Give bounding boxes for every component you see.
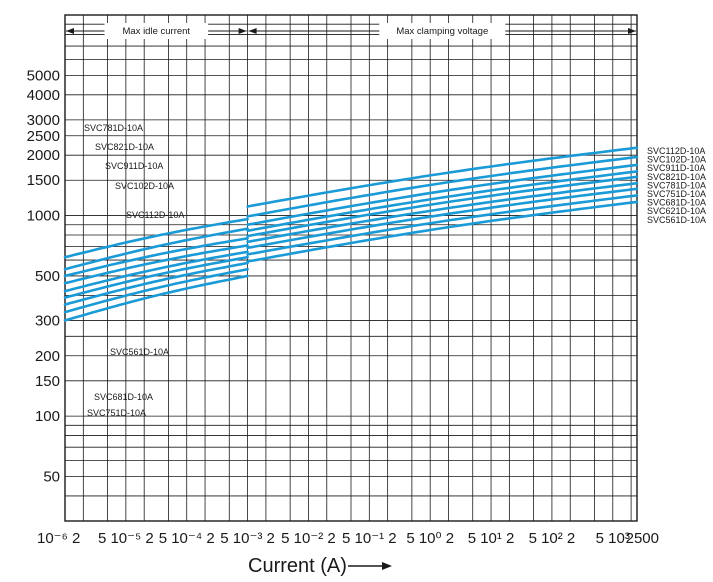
- x-tick-label: 5 10⁻³ 2: [220, 530, 275, 547]
- y-tick-label: 5000: [27, 67, 60, 84]
- y-tick-label: 1000: [27, 208, 60, 225]
- series-line-clamp-svc781d-10a: [246, 175, 639, 238]
- x-tick-labels: 10⁻⁶ 2 5 10⁻⁵ 2 5 10⁻⁴ 2 5 10⁻³ 2 5 10⁻² 2 5 …: [37, 530, 659, 547]
- region-clamp-label: Max clamping voltage: [396, 26, 488, 37]
- annotation-label: SVC561D-10A: [110, 347, 169, 357]
- x-tick-label: 5 10⁻² 2: [281, 530, 336, 547]
- region-idle-arrow-left: [66, 28, 74, 34]
- series-line-idle-svc102d-10a: [63, 227, 249, 271]
- x-tick-label: 5 10⁻¹ 2: [342, 530, 397, 547]
- annotation-label: SVC102D-10A: [115, 181, 174, 191]
- series-line-clamp-svc561d-10a: [246, 200, 639, 263]
- curve-annotations: SVC781D-10A SVC821D-10A SVC911D-10A SVC102D…: [84, 123, 184, 418]
- right-series-label: SVC112D-10A: [647, 146, 705, 156]
- region-headers: Max idle current Max clamping voltage: [66, 23, 636, 39]
- series-line-idle-svc621d-10a: [63, 267, 249, 314]
- right-side-labels: SVC112D-10ASVC102D-10ASVC911D-10ASVC821D…: [647, 146, 706, 225]
- y-tick-label: 500: [35, 268, 60, 285]
- y-tick-label: 2500: [27, 128, 60, 145]
- grid-lines: [64, 14, 637, 522]
- y-tick-label: 3000: [27, 112, 60, 129]
- right-series-label: SVC751D-10A: [647, 189, 706, 199]
- region-clamp-arrow-left: [248, 28, 257, 34]
- series-line-idle-svc112d-10a: [63, 217, 249, 259]
- series-line-clamp-svc911d-10a: [246, 163, 639, 226]
- x-tick-label: 5 10¹ 2: [468, 530, 515, 547]
- y-tick-label: 4000: [27, 87, 60, 104]
- right-series-label: SVC681D-10A: [647, 198, 706, 208]
- y-tick-label: 150: [35, 373, 60, 390]
- region-idle-label-bg: [104, 23, 209, 39]
- annotation-label: SVC681D-10A: [94, 392, 153, 402]
- series-line-clamp-svc112d-10a: [246, 146, 639, 208]
- series-line-idle-svc561d-10a: [63, 274, 249, 322]
- right-series-label: SVC821D-10A: [647, 172, 706, 182]
- series-lines: [63, 146, 639, 322]
- x-axis-label: Current (A): [248, 555, 347, 577]
- y-tick-label: 100: [35, 408, 60, 425]
- y-tick-label: 300: [35, 312, 60, 329]
- y-tick-label: 200: [35, 348, 60, 365]
- series-line-clamp-svc681d-10a: [246, 187, 639, 250]
- series-line-clamp-svc821d-10a: [246, 170, 639, 233]
- x-axis-title: Current (A): [248, 555, 392, 577]
- x-tick-label: 5 10² 2: [529, 530, 576, 547]
- series-line-idle-svc821d-10a: [63, 244, 249, 285]
- series-line-clamp-svc621d-10a: [246, 194, 639, 256]
- region-idle-label: Max idle current: [122, 26, 190, 37]
- right-series-label: SVC911D-10A: [647, 163, 705, 173]
- annotation-label: SVC112D-10A: [126, 210, 184, 220]
- region-clamp-label-bg: [379, 23, 506, 39]
- annotation-label: SVC911D-10A: [105, 161, 163, 171]
- x-axis-arrow-head: [382, 562, 392, 570]
- right-series-label: SVC781D-10A: [647, 180, 706, 190]
- right-series-label: SVC561D-10A: [647, 215, 706, 225]
- series-line-idle-svc781d-10a: [63, 250, 249, 293]
- annotation-label: SVC751D-10A: [87, 408, 146, 418]
- annotation-label: SVC781D-10A: [84, 123, 143, 133]
- y-tick-label: 50: [43, 469, 60, 486]
- right-series-label: SVC621D-10A: [647, 206, 706, 216]
- y-tick-label: 2000: [27, 147, 60, 164]
- x-tick-label: 5 10⁰ 2: [406, 530, 454, 547]
- x-tick-label: 5 10⁻⁵ 2: [98, 530, 154, 547]
- annotation-label: SVC821D-10A: [95, 142, 154, 152]
- series-line-clamp-svc751d-10a: [246, 181, 639, 244]
- region-idle-arrow-right: [238, 28, 247, 34]
- series-line-idle-svc911d-10a: [63, 237, 249, 278]
- x-tick-label: 10⁻⁶ 2: [37, 530, 80, 547]
- y-tick-label: 1500: [27, 172, 60, 189]
- x-tick-label: 5 10³: [596, 530, 630, 547]
- series-line-idle-svc681d-10a: [63, 261, 249, 306]
- right-series-label: SVC102D-10A: [647, 155, 706, 165]
- series-line-clamp-svc102d-10a: [246, 155, 639, 218]
- x-tick-label: 5 10⁻⁴ 2: [159, 530, 215, 547]
- x-tick-label: 2500: [626, 530, 659, 547]
- series-line-idle-svc751d-10a: [63, 255, 249, 299]
- region-clamp-arrow-right: [628, 28, 636, 34]
